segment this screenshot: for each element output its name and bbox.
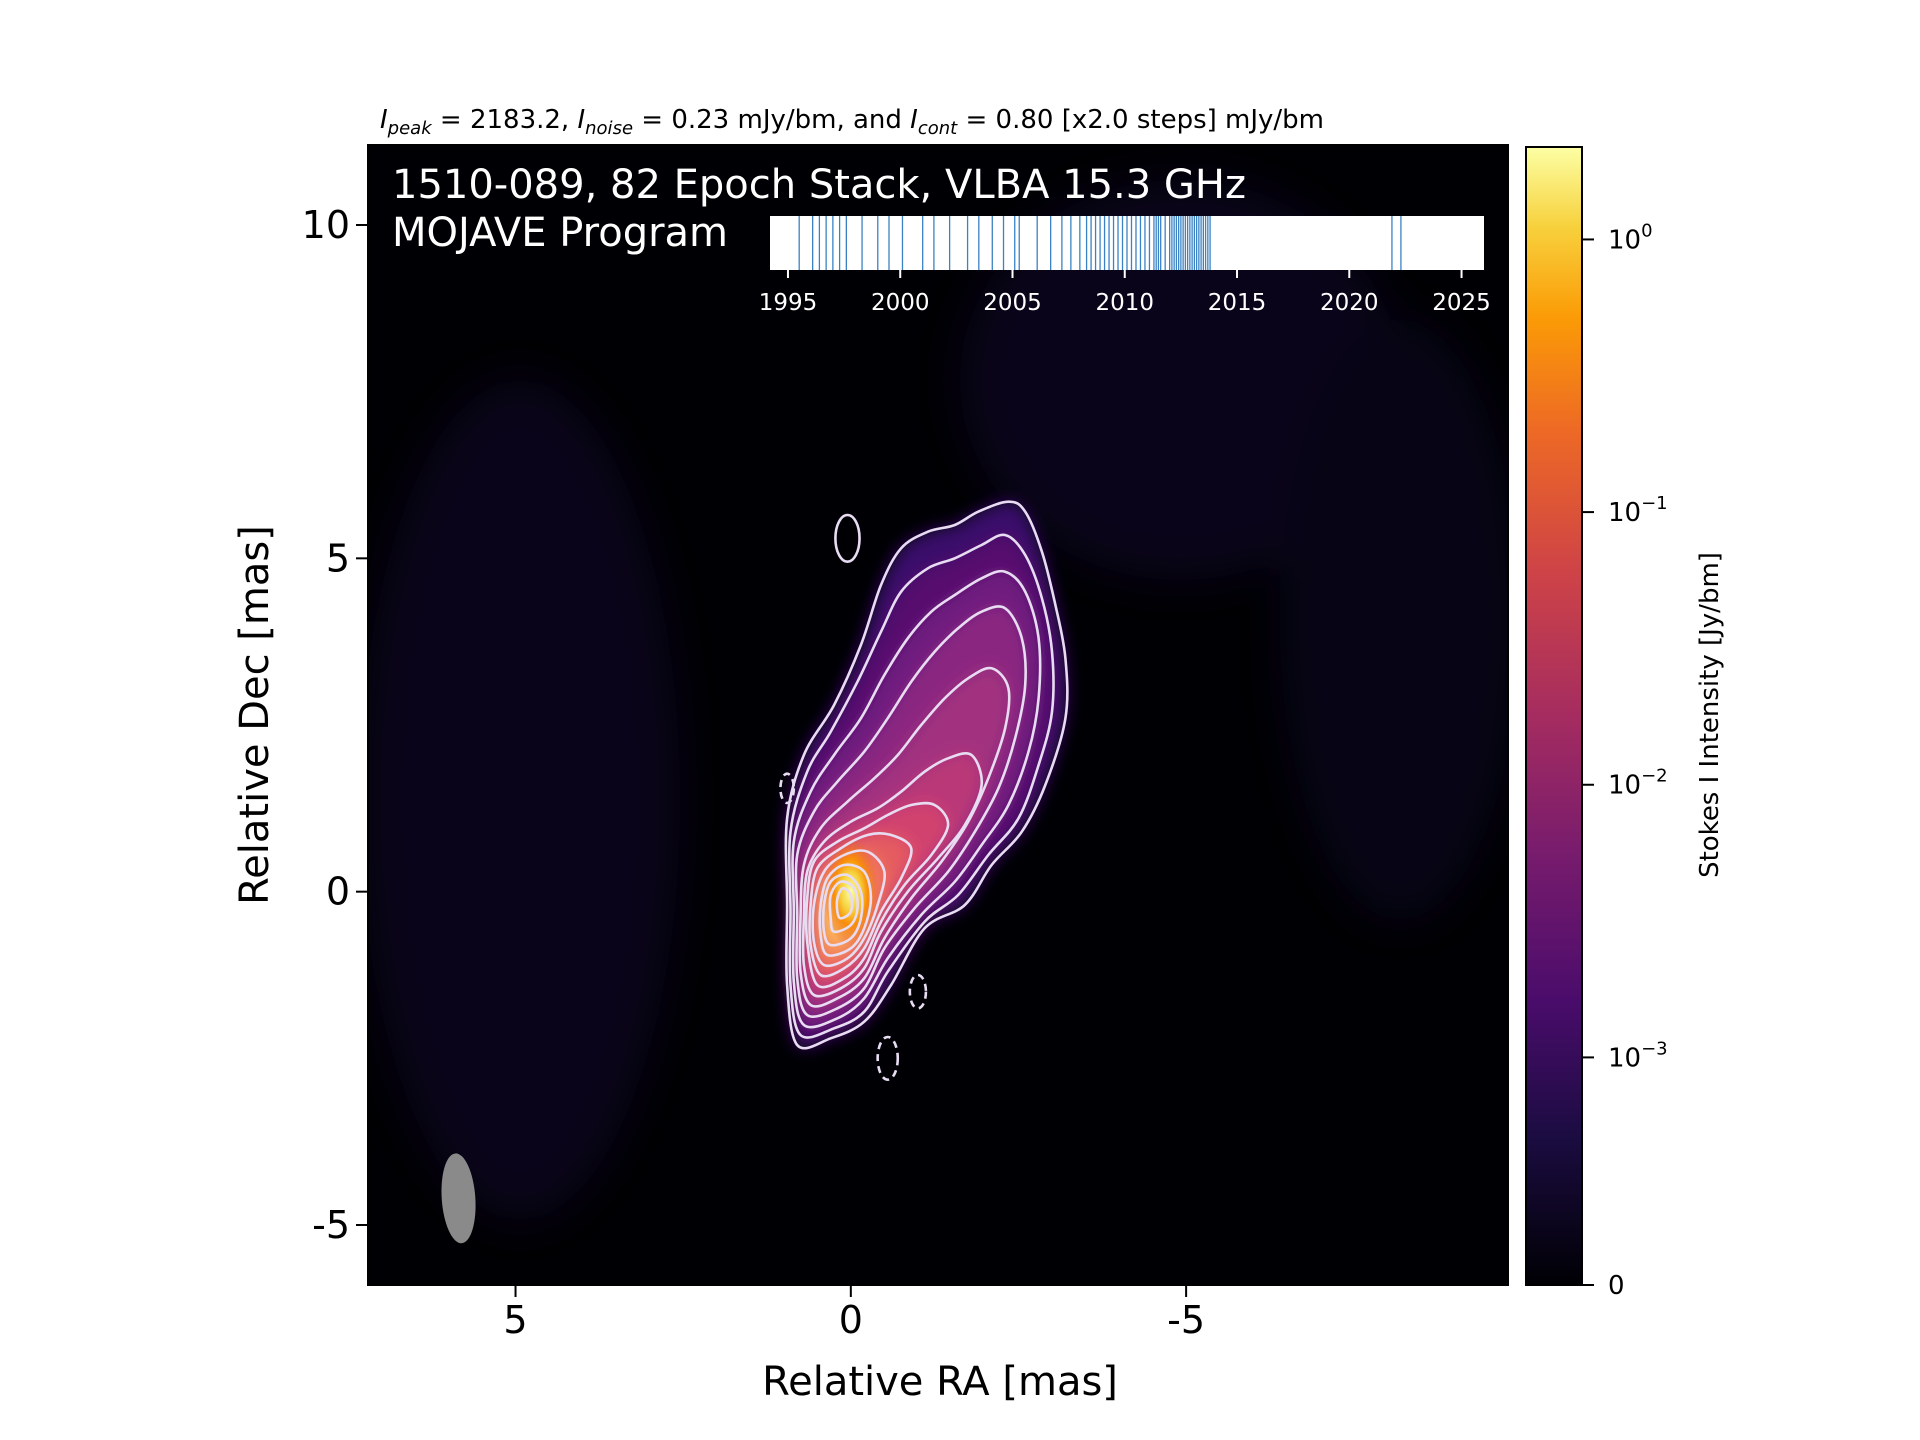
epoch-lines [798, 216, 1402, 270]
epoch-tick-label: 2005 [983, 290, 1042, 316]
epoch-tick-label: 2015 [1208, 290, 1267, 316]
epoch-ticks: 1995 2000 2005 2010 2015 2020 2025 [759, 270, 1491, 316]
colorbar-tick-label: 10−2 [1608, 766, 1668, 801]
epoch-tick-label: 2025 [1432, 290, 1491, 316]
epoch-timeline: 1995 2000 2005 2010 2015 2020 2025 [759, 216, 1491, 316]
contour-island [834, 513, 861, 563]
plot-frame [367, 144, 1509, 1286]
core-glow [822, 836, 879, 947]
contour-level [804, 801, 950, 989]
contour-level [828, 880, 859, 934]
contour-level [801, 751, 984, 998]
i-noise-subscript: noise [585, 118, 633, 139]
colorbar-tick-label: 10−1 [1608, 493, 1668, 528]
contour-level [784, 500, 1069, 1050]
contour-level [787, 533, 1055, 1039]
negative-contour [908, 973, 928, 1010]
y-tick-label: 5 [326, 536, 350, 580]
i-peak-text: = 2183.2, [432, 105, 578, 135]
overlay-title-line2: MOJAVE Program [392, 210, 728, 256]
epoch-tick-label: 2010 [1095, 290, 1154, 316]
overlay-title-line1: 1510-089, 82 Epoch Stack, VLBA 15.3 GHz [392, 162, 1246, 208]
contour-level [835, 886, 854, 920]
colorbar-label: Stokes I Intensity [Jy/bm] [1695, 552, 1725, 878]
contours [779, 500, 1069, 1081]
y-tick-label: -5 [312, 1203, 350, 1247]
i-noise-text: = 0.23 mJy/bm, and [633, 105, 910, 135]
epoch-tick-label: 2000 [871, 290, 930, 316]
contour-level [791, 569, 1042, 1029]
contour-level [798, 666, 1011, 1008]
colorbar-ticks: 100 10−1 10−2 10−3 0 [1582, 220, 1668, 1301]
x-axis-label: Relative RA [mas] [762, 1359, 1118, 1405]
epoch-tick-label: 1995 [759, 290, 818, 316]
i-noise-symbol: I [577, 105, 585, 135]
negative-contour [876, 1035, 900, 1081]
colorbar-tick-label: 0 [1608, 1271, 1625, 1301]
i-cont-subscript: cont [918, 118, 958, 139]
contour-level [794, 605, 1027, 1018]
colorbar-fill [1525, 146, 1583, 1286]
negative-contour [779, 772, 796, 805]
colorbar: 100 10−1 10−2 10−3 0 Stokes I Intensity [Jy/… [1525, 146, 1725, 1301]
i-peak-symbol: I [380, 105, 388, 135]
i-cont-symbol: I [910, 105, 918, 135]
i-cont-text: = 0.80 [x2.0 steps] mJy/bm [957, 105, 1324, 135]
colorbar-tick-label: 100 [1608, 220, 1653, 255]
i-peak-subscript: peak [387, 118, 434, 139]
x-tick-label: -5 [1167, 1298, 1205, 1342]
plot-area: 1510-089, 82 Epoch Stack, VLBA 15.3 GHz … [367, 144, 1509, 1286]
contour-level [808, 832, 913, 978]
x-tick-label: 0 [839, 1298, 863, 1342]
figure-header: Ipeak = 2183.2, Inoise = 0.23 mJy/bm, an… [380, 105, 1324, 139]
epoch-tick-label: 2020 [1320, 290, 1379, 316]
contour-level [811, 849, 887, 968]
y-axis-ticks: 10 5 0 -5 [302, 203, 368, 1247]
contour-level [821, 873, 864, 947]
colorbar-tick-label: 10−3 [1608, 1038, 1668, 1073]
y-axis-label: Relative Dec [mas] [232, 525, 278, 905]
beam-ellipse [441, 1153, 476, 1244]
x-axis-ticks: 5 0 -5 [503, 1285, 1205, 1342]
y-tick-label: 10 [302, 203, 350, 247]
x-tick-label: 5 [503, 1298, 527, 1342]
y-tick-label: 0 [326, 870, 350, 914]
contour-level [818, 863, 873, 957]
intensity-map [368, 180, 1508, 1220]
